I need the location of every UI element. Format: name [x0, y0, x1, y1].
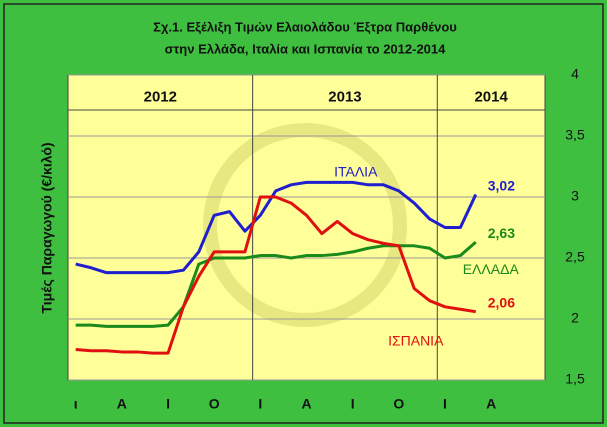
series-line [75, 195, 476, 355]
y-tick-label: 3 [571, 188, 579, 204]
chart-title: Σχ.1. Εξέλιξη Τιμών Ελαιολάδου Έξτρα Παρ… [153, 19, 457, 34]
x-tick-label: Α [301, 396, 311, 412]
x-tick-label: Ι [258, 396, 262, 412]
x-tick-label: Ι [351, 396, 355, 412]
y-tick-label: 2,5 [565, 249, 585, 265]
plot-area [67, 74, 546, 381]
x-tick-label: Ι [443, 396, 447, 412]
year-label: 2013 [328, 88, 361, 105]
data-label: 2,06 [488, 294, 515, 310]
y-tick-label: 4 [571, 66, 579, 82]
legend-label: ΙΤΑΛΙΑ [334, 163, 378, 179]
y-tick-label: 2 [571, 310, 579, 326]
legend-label: ΕΛΛΑΔΑ [463, 261, 520, 277]
x-tick-label: Ο [393, 396, 404, 412]
y-tick-label: 3,5 [565, 127, 585, 143]
data-label: 2,63 [488, 225, 515, 241]
x-tick-label: Α [117, 396, 127, 412]
data-label: 3,02 [488, 177, 515, 193]
year-label: 2012 [144, 88, 177, 105]
x-tick-label: ι [74, 396, 78, 412]
y-axis-label: Τιμές Παραγωγού (€/κιλό) [39, 142, 55, 313]
frame [3, 3, 604, 424]
x-tick-label: Ι [166, 396, 170, 412]
chart-title: στην Ελλάδα, Ιταλία και Ισπανία το 2012-… [165, 41, 447, 56]
series-line [75, 180, 478, 275]
x-tick-label: Ο [209, 396, 220, 412]
year-label: 2014 [474, 88, 508, 105]
series-line [75, 241, 477, 328]
x-tick-label: Α [486, 396, 496, 412]
y-tick-label: 1,5 [565, 371, 585, 387]
legend-label: ΙΣΠΑΝΙΑ [388, 332, 444, 348]
